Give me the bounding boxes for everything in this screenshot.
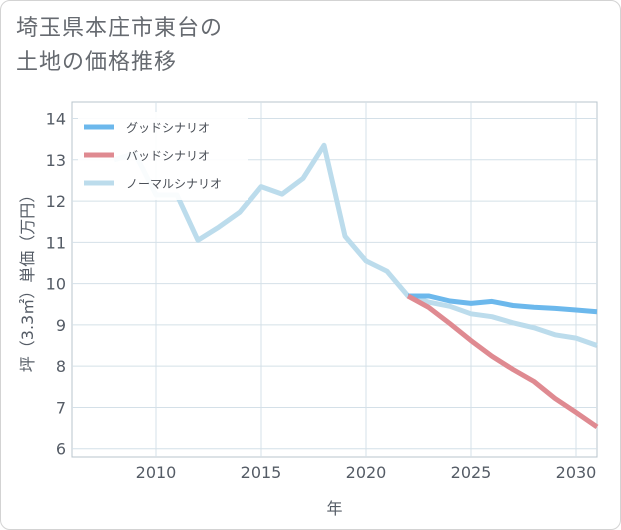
y-tick-label: 6 [56, 440, 66, 459]
legend-label: ノーマルシナリオ [126, 177, 222, 191]
x-tick-label: 2015 [241, 463, 282, 482]
legend-label: バッドシナリオ [126, 149, 210, 163]
y-tick-label: 14 [46, 110, 66, 129]
series-line-0 [408, 293, 598, 315]
x-tick-label: 2020 [346, 463, 387, 482]
chart-title: 埼玉県本庄市東台の 土地の価格推移 [16, 12, 336, 80]
x-axis-title: 年 [326, 499, 342, 518]
y-tick-label: 12 [46, 192, 66, 211]
series-line-2 [113, 142, 598, 348]
x-tick-label: 2030 [556, 463, 597, 482]
series-lines [113, 142, 599, 429]
plot-area-border [71, 101, 598, 458]
series-line-1 [406, 293, 599, 429]
grid-lines [71, 101, 598, 458]
chart-title-line-1: 埼玉県本庄市東台の [16, 16, 224, 41]
y-tick-label: 7 [56, 398, 66, 417]
y-tick-label: 10 [46, 275, 66, 294]
x-tick-label: 2010 [136, 463, 177, 482]
y-tick-label: 11 [46, 233, 66, 252]
y-axis-title: 坪（3.3㎡）単価（万円） [18, 187, 37, 372]
y-tick-label: 8 [56, 357, 66, 376]
y-tick-label: 9 [56, 316, 66, 335]
x-tick-label: 2025 [451, 463, 492, 482]
axes: 6 7 8 9 10 11 12 13 14 2010 2015 2020 2025 2030 年 坪（3.3… [18, 110, 596, 518]
y-tick-label: 13 [46, 151, 66, 170]
legend-label: グッドシナリオ [126, 121, 210, 135]
chart-title-line-2: 土地の価格推移 [16, 50, 178, 75]
